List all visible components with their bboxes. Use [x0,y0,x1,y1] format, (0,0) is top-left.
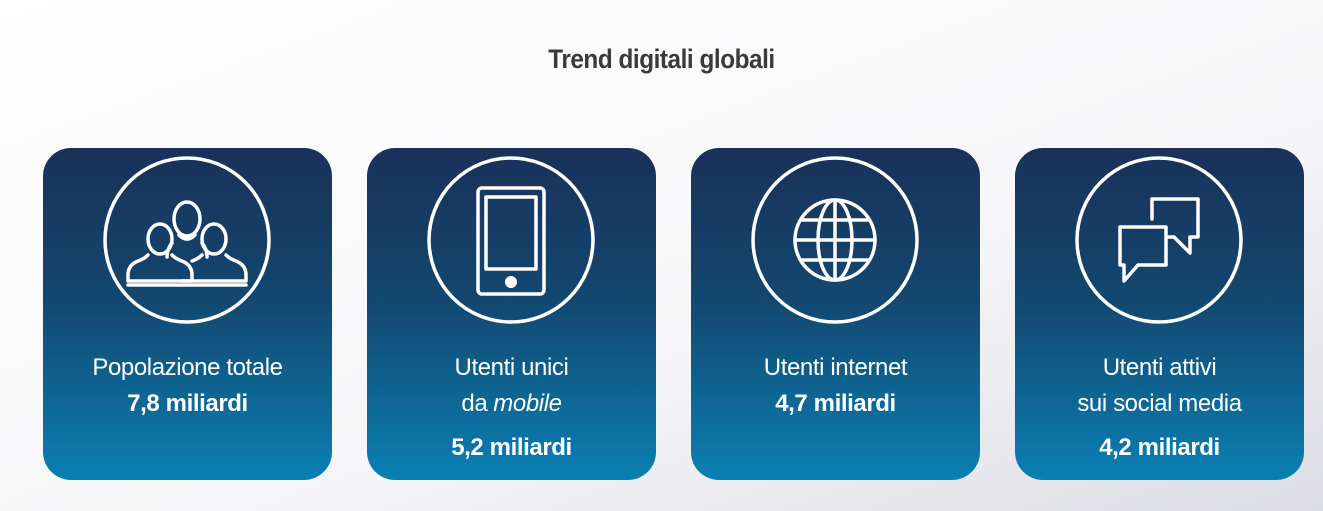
card-value: 4,7 miliardi [775,390,896,417]
card-label-line: Utenti attivi [1015,350,1304,386]
chat-icon [1075,156,1243,324]
stat-card: Popolazione totale 7,8 miliardi [43,148,332,480]
card-value: 4,2 miliardi [1099,434,1220,461]
stat-card: Utenti unici da mobile 5,2 miliardi [367,148,656,480]
card-label-line: sui social media [1015,386,1304,422]
card-label-line: da mobile [367,386,656,422]
card-label: mobile [493,390,562,417]
card-label-line: Popolazione totale [43,350,332,386]
card-label: Utenti attivi [1102,354,1217,381]
card-value: 7,8 miliardi [127,390,248,417]
card-label: sui social media [1077,390,1242,417]
card-label-line: Utenti unici [367,350,656,386]
people-icon [103,156,271,324]
phone-icon [427,156,595,324]
globe-icon [751,156,919,324]
card-label: Utenti unici [454,354,569,381]
card-label: Utenti internet [763,354,908,381]
card-text: Popolazione totale 7,8 miliardi [43,350,332,422]
card-label-line: Utenti internet [691,350,980,386]
card-label: Popolazione totale [92,354,283,381]
stat-card: Utenti attivi sui social media 4,2 miliard… [1015,148,1304,480]
card-label: da [461,390,488,417]
page-title: Trend digitali globali [548,44,775,74]
card-text: Utenti unici da mobile 5,2 miliardi [367,350,656,466]
card-value: 5,2 miliardi [451,434,572,461]
card-text: Utenti internet 4,7 miliardi [691,350,980,422]
stat-card: Utenti internet 4,7 miliardi [691,148,980,480]
card-text: Utenti attivi sui social media 4,2 miliard… [1015,350,1304,466]
